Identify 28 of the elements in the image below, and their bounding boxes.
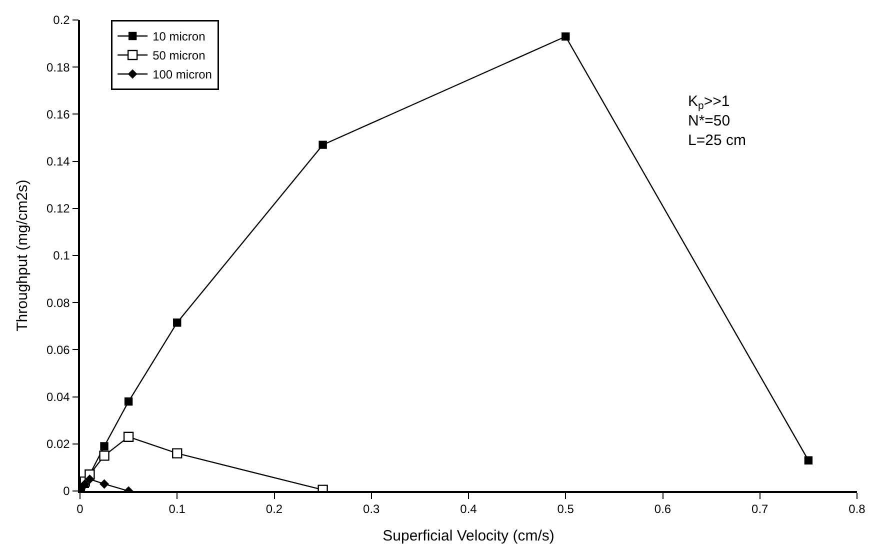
x-tick-label: 0.7 [752, 502, 769, 516]
y-tick-label: 0.06 [46, 342, 70, 357]
x-tick-label: 0.6 [654, 502, 672, 516]
y-tick-label: 0.12 [46, 202, 70, 216]
legend-label: 100 micron [152, 68, 212, 82]
x-tick-label: 0.5 [557, 502, 574, 516]
y-tick-label: 0.1 [53, 248, 70, 263]
x-tick-label: 0.1 [168, 502, 186, 516]
x-tick-label: 0.8 [848, 502, 866, 516]
y-tick-label: 0.2 [53, 13, 70, 28]
x-tick-label: 0 [76, 502, 84, 516]
y-axis-title: Throughput (mg/cm2s) [14, 180, 32, 332]
x-tick-label: 0.2 [266, 502, 283, 516]
annotation: L=25 cm [688, 132, 746, 149]
legend-label: 10 micron [152, 30, 206, 44]
y-tick-label: 0.18 [46, 60, 70, 74]
legend-label: 50 micron [152, 48, 206, 63]
annotation: K$_{p}$>>1 [688, 93, 730, 112]
y-tick-label: 0.02 [46, 437, 70, 452]
x-tick-label: 0.4 [460, 502, 478, 516]
annotation: N*=50 [688, 112, 730, 130]
y-tick-label: 0.08 [46, 296, 70, 310]
y-tick-label: 0.16 [46, 107, 70, 122]
x-tick-label: 0.3 [363, 502, 380, 516]
y-tick-label: 0.04 [46, 390, 70, 404]
y-tick-label: 0.14 [46, 154, 70, 168]
y-tick-label: 0 [63, 484, 70, 498]
x-axis-title: Superficial Velocity (cm/s) [382, 528, 554, 545]
